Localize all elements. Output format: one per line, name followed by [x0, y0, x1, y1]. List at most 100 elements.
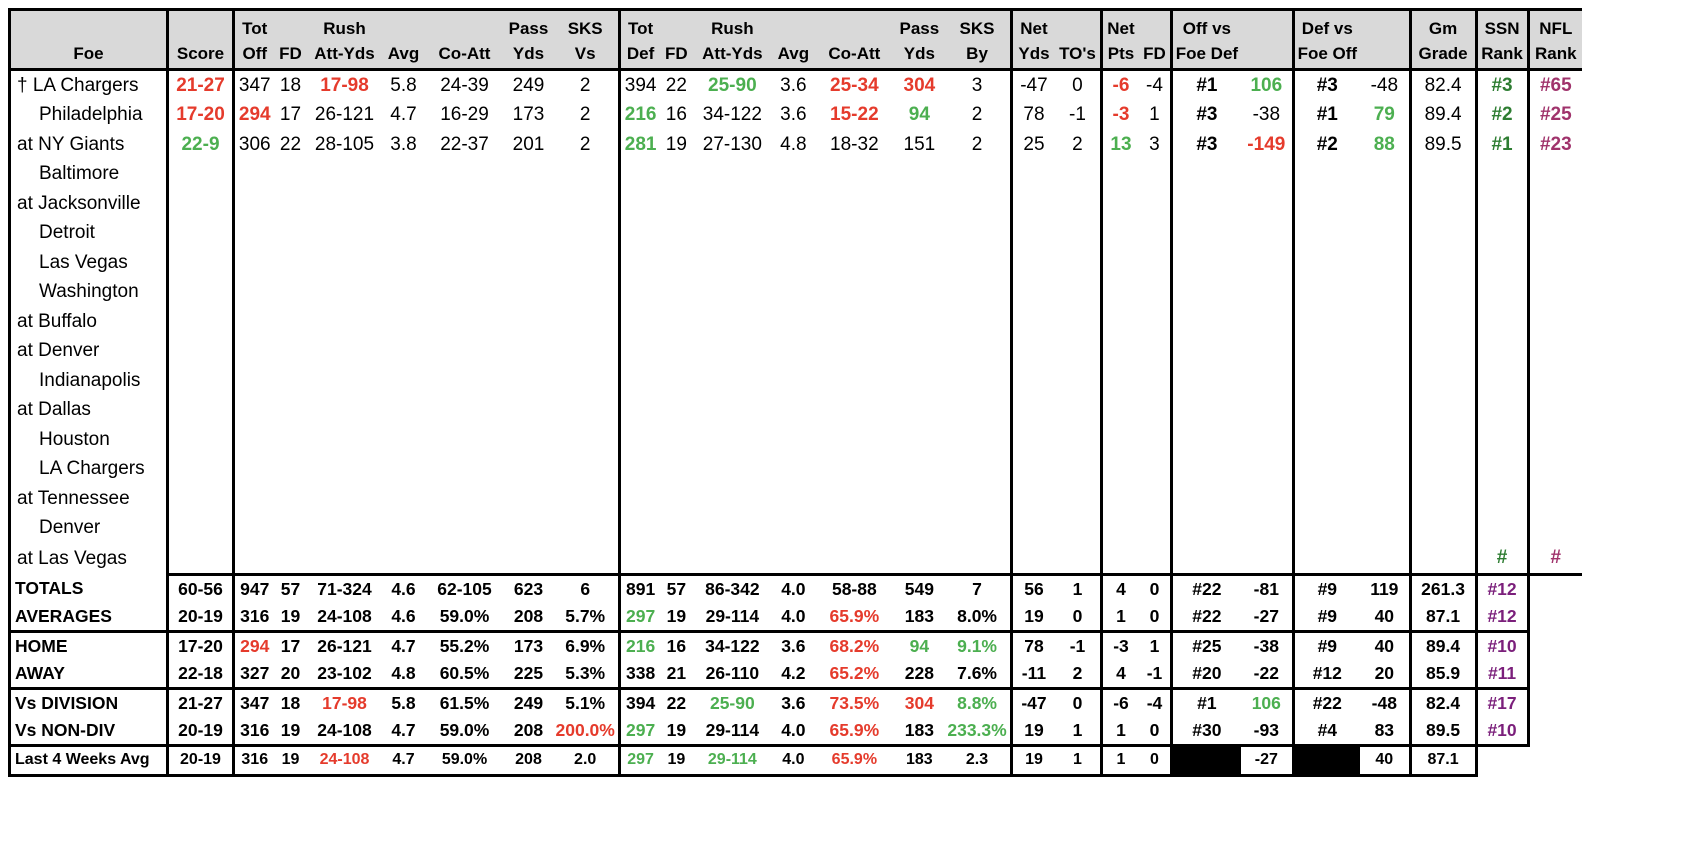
cell-def-vs-foe-off: 83 [1360, 716, 1411, 747]
cell-rush-att-yds [307, 160, 383, 190]
header-def-vs-foe-off [1360, 8, 1411, 39]
cell-tot-def: 281 [617, 130, 661, 160]
cell-sks-by [944, 543, 1012, 576]
cell-def-co-att: 68.2% [814, 629, 895, 660]
header-net-yds: Net [1009, 8, 1056, 39]
cell-off-rank: #3 [1169, 130, 1242, 160]
cell-rush-att-yds: 23-102 [317, 662, 372, 683]
header-net-tos [1055, 8, 1102, 39]
header-def-co-att [814, 8, 895, 39]
cell-off-fd [275, 484, 307, 514]
game-row: Washington [10, 277, 1583, 308]
cell-co-att [425, 455, 505, 485]
cell-sks-vs [553, 248, 620, 278]
cell-score [166, 277, 234, 307]
cell-gm-grade [1408, 425, 1477, 455]
cell-ssn-rank [1474, 307, 1529, 337]
cell-sks-vs [553, 219, 620, 249]
header-tot-off: Off [232, 39, 275, 71]
cell-rush-avg: 4.7 [382, 745, 425, 777]
cell-score: 60-56 [166, 574, 234, 603]
header-row: Tot Rush Pass SKS Tot Rush Pass SKS Net Net Off vs… [9, 8, 1583, 39]
cell-sks-by [944, 396, 1011, 426]
game-row: Denver [10, 513, 1583, 543]
cell-net-tos: 0 [1072, 74, 1083, 96]
cell-off-vs-foe-def [1241, 543, 1294, 576]
cell-net-yds: 19 [1009, 602, 1056, 631]
cell-score [166, 189, 234, 219]
cell-co-att [425, 337, 505, 367]
cell-foe: at Las Vegas [17, 547, 127, 569]
cell-def-rush-att-yds: 25-90 [708, 74, 757, 96]
cell-co-att [425, 219, 505, 249]
summary-label: AWAY [15, 662, 65, 683]
cell-def-fd [660, 396, 692, 426]
header-def-rush-avg: Avg [772, 39, 815, 71]
header-gm-grade: Grade [1408, 39, 1477, 71]
cell-def-co-att: 73.5% [814, 686, 895, 717]
cell-sks-by: 3 [971, 74, 983, 96]
summary-label: TOTALS [15, 577, 84, 598]
cell-pass-yds: 249 [512, 74, 545, 96]
cell-def-rush-avg: 4.0 [781, 578, 806, 599]
cell-rush-att-yds [307, 278, 383, 308]
cell-off-fd: 18 [274, 686, 307, 717]
cell-off-rank [1169, 454, 1242, 484]
cell-gm-grade [1408, 218, 1477, 248]
cell-net-fd: 1 [1149, 104, 1160, 126]
cell-off-fd: 19 [274, 716, 307, 747]
cell-def-fd: 21 [666, 662, 687, 683]
cell-def-rush-avg [772, 425, 814, 455]
cell-def-rush-att-yds [692, 307, 772, 337]
cell-off-vs-foe-def [1241, 278, 1293, 308]
cell-def-rush-avg [772, 278, 814, 308]
cell-rush-att-yds: 26-121 [306, 629, 383, 660]
header-def-rank: Foe Off [1291, 39, 1361, 71]
cell-def-rush-att-yds [692, 455, 772, 485]
cell-score [166, 454, 234, 484]
cell-score [166, 248, 234, 278]
cell-net-tos [1055, 219, 1101, 249]
cell-rush-avg [383, 484, 425, 514]
cell-def-rush-att-yds: 29-114 [692, 716, 773, 747]
cell-rush-att-yds [307, 337, 383, 367]
cell-def-vs-foe-off: 40 [1360, 629, 1411, 660]
cell-sks-by: 2.3 [944, 745, 1012, 777]
cell-gm-grade [1408, 513, 1477, 543]
cell-def-co-att: 58-88 [831, 578, 877, 599]
cell-net-pts: 13 [1099, 130, 1140, 160]
cell-def-pass-yds [894, 248, 944, 278]
cell-rush-avg: 4.8 [391, 662, 416, 683]
cell-rush-att-yds: 24-108 [306, 716, 383, 747]
cell-foe: Indianapolis [39, 369, 141, 391]
cell-def-pass-yds: 183 [894, 716, 945, 747]
cell-score [166, 543, 234, 576]
cell-rush-avg [383, 337, 425, 367]
cell-net-yds: 78 [1009, 629, 1056, 660]
cell-off-vs-foe-def [1241, 425, 1293, 455]
cell-def-pass-yds [894, 219, 944, 249]
summary-label: Vs DIVISION [9, 686, 168, 717]
cell-def-pass-yds: 304 [894, 686, 945, 717]
cell-def-co-att: 25-34 [830, 74, 879, 96]
cell-def-rank: #9 [1291, 602, 1361, 631]
cell-rush-avg: 5.8 [382, 686, 425, 717]
cell-def-rush-avg [772, 307, 814, 337]
cell-def-co-att: 65.2% [829, 662, 880, 683]
cell-tot-def [617, 454, 661, 484]
cell-gm-grade: 87.1 [1408, 745, 1478, 777]
cell-ssn-rank: #17 [1474, 686, 1530, 717]
cell-net-pts [1099, 336, 1140, 366]
cell-def-pass-yds [894, 278, 944, 308]
cell-net-yds [1009, 543, 1056, 576]
cell-def-vs-foe-off: -48 [1360, 686, 1411, 717]
cell-net-pts [1099, 248, 1140, 278]
cell-def-co-att [814, 543, 895, 576]
cell-def-rank: #3 [1291, 69, 1361, 101]
cell-co-att: 60.5% [439, 662, 490, 683]
header-net-fd [1139, 8, 1172, 39]
cell-net-yds [1009, 336, 1056, 366]
cell-foe: Philadelphia [39, 104, 143, 126]
cell-gm-grade [1408, 307, 1477, 337]
cell-def-fd [660, 278, 692, 308]
